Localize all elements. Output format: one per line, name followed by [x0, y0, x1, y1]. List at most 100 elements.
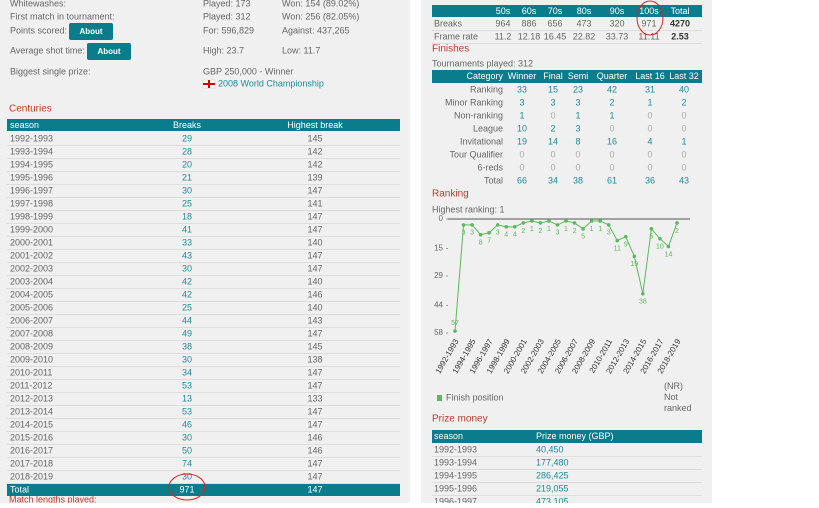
stat-value: Won: 154 (89.02%): [282, 0, 359, 8]
y-tick-label: 0: [439, 214, 444, 223]
cell-value: 34: [182, 367, 192, 377]
season: 1995-1996: [10, 172, 53, 182]
ranking-point: [572, 221, 577, 225]
point-label: 11: [614, 245, 621, 252]
stat-value: For: 596,829: [203, 25, 254, 35]
cell-value: 0: [681, 149, 686, 159]
cell-value: 656: [547, 18, 562, 28]
cell-value: 8: [575, 136, 580, 146]
cell-value: 147: [307, 250, 322, 260]
ranking-point: [495, 223, 500, 227]
cell-value: 38: [573, 175, 583, 185]
ranking-point: [512, 225, 517, 229]
cell-value: 3: [519, 97, 524, 107]
total-cell: 147: [307, 484, 322, 494]
cell-value: 147: [307, 263, 322, 273]
cell-value: 146: [307, 432, 322, 442]
season: 1992-1993: [434, 444, 477, 454]
column-header: season: [434, 431, 463, 441]
column-header: 80s: [577, 6, 592, 16]
total-row: [7, 484, 400, 496]
point-label: 1: [547, 226, 551, 233]
about-button[interactable]: [87, 43, 131, 60]
ranking-point: [649, 227, 654, 231]
point-label: 2: [675, 228, 679, 235]
about-button-label: About: [97, 47, 120, 56]
cell-value: 886: [521, 18, 536, 28]
cell-value: 146: [307, 289, 322, 299]
cell-value: 142: [307, 146, 322, 156]
cell-value: 30: [182, 471, 192, 481]
cell-value: 41: [182, 224, 192, 234]
column-header: Highest break: [287, 120, 343, 130]
cell-value: 29: [182, 133, 192, 143]
column-header: 100s: [639, 6, 659, 16]
season: 1993-1994: [434, 457, 477, 467]
ranking-point: [504, 225, 509, 229]
cell-value: 142: [307, 159, 322, 169]
season: 2009-2010: [10, 354, 53, 364]
cell-value: 140: [307, 237, 322, 247]
cell-value: 0: [550, 149, 555, 159]
cell-value: 16: [607, 136, 617, 146]
cell-value: 0: [550, 110, 555, 120]
point-label: 5: [649, 234, 653, 241]
about-button[interactable]: [69, 23, 113, 40]
season: 1999-2000: [10, 224, 53, 234]
cell-value: 30: [182, 263, 192, 273]
cell-value: 4: [647, 136, 652, 146]
cell-value: 30: [182, 185, 192, 195]
cell-value: 25: [182, 198, 192, 208]
cell-value: 42: [182, 276, 192, 286]
cell-value: 13: [182, 393, 192, 403]
column-header: Semi: [568, 71, 589, 81]
point-label: 4: [504, 232, 508, 239]
cell-value: 147: [307, 367, 322, 377]
column-header: Last 16: [635, 71, 665, 81]
cell-value: 0: [647, 162, 652, 172]
cell-value: 3: [575, 123, 580, 133]
section-footer: Match lengths played:: [9, 494, 97, 503]
point-label: 1: [590, 226, 594, 233]
ranking-point: [589, 219, 594, 223]
point-label: 3: [470, 230, 474, 237]
cell-value: 0: [681, 162, 686, 172]
cell-value: 19: [517, 136, 527, 146]
column-header: Quarter: [597, 71, 628, 81]
ranking-point: [564, 219, 568, 223]
right-panel: [421, 0, 712, 503]
cell-value: 53: [182, 380, 192, 390]
point-label: 10: [656, 243, 664, 250]
cell-value: 16.45: [544, 31, 567, 41]
point-label: 2: [538, 228, 542, 235]
section-title: Ranking: [432, 189, 469, 200]
cell-value: 53: [182, 406, 192, 416]
season: 2001-2002: [10, 250, 53, 260]
season: 1996-1997: [10, 185, 53, 195]
cell-value: 141: [307, 198, 322, 208]
cell-value: 147: [307, 224, 322, 234]
cell-value: 3: [550, 97, 555, 107]
cell-value: 0: [681, 110, 686, 120]
cell-value: 50: [182, 445, 192, 455]
season: 1995-1996: [434, 483, 477, 493]
column-header: Last 32: [669, 71, 699, 81]
ranking-point: [521, 221, 526, 225]
cell-value: 14: [548, 136, 558, 146]
stat-value: GBP 250,000 - Winner: [203, 66, 293, 76]
season: 1996-1997: [434, 496, 477, 503]
prize-value: 40,450: [536, 444, 564, 454]
cell-value: 36: [645, 175, 655, 185]
row-label: Tour Qualifier: [449, 149, 503, 159]
season: 2017-2018: [10, 458, 53, 468]
stat-value: Played: 173: [203, 0, 251, 8]
cell-value: 0: [519, 162, 524, 172]
about-button-label: About: [79, 27, 102, 36]
cell-value: 473: [576, 18, 591, 28]
point-label: 1: [598, 226, 602, 233]
cell-value: 1: [575, 110, 580, 120]
point-label: 1: [564, 226, 568, 233]
cell-value: 143: [307, 315, 322, 325]
row-label: Non-ranking: [454, 110, 503, 120]
